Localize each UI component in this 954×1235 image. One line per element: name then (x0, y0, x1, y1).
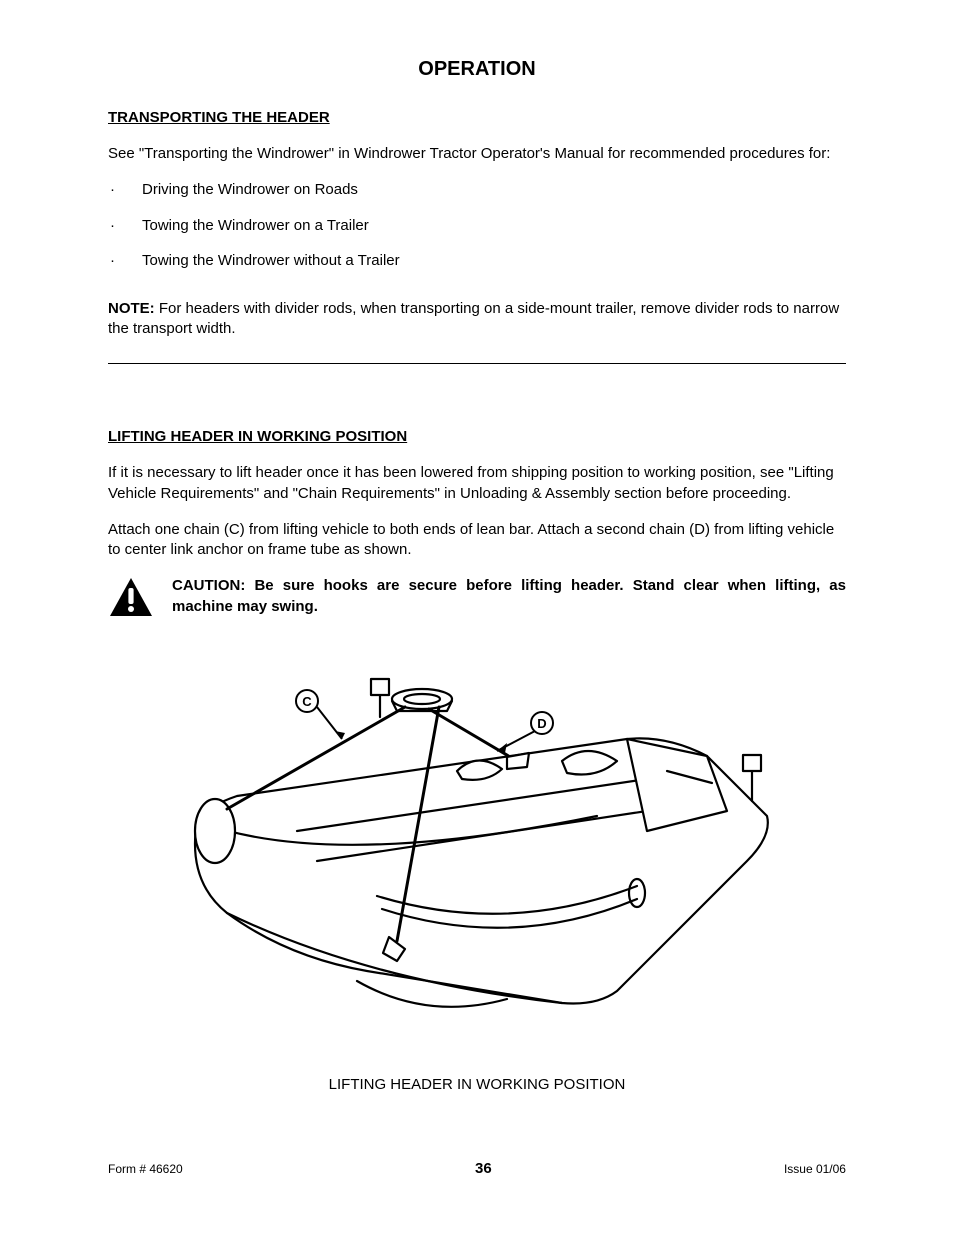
section-lifting-heading: LIFTING HEADER IN WORKING POSITION (108, 428, 846, 445)
footer-issue-date: Issue 01/06 (784, 1162, 846, 1176)
transporting-bullets: Driving the Windrower on Roads Towing th… (108, 180, 846, 271)
figure-caption: LIFTING HEADER IN WORKING POSITION (108, 1076, 846, 1093)
figure-label-d: D (497, 712, 553, 753)
caution-text: CAUTION: Be sure hooks are secure before… (172, 576, 846, 617)
section-divider (108, 363, 846, 364)
svg-text:C: C (302, 694, 312, 709)
footer-page-number: 36 (475, 1160, 492, 1177)
figure-label-c: C (296, 690, 345, 739)
list-item: Towing the Windrower without a Trailer (108, 251, 846, 271)
page-footer: Form # 46620 36 Issue 01/06 (108, 1160, 846, 1177)
list-item: Towing the Windrower on a Trailer (108, 216, 846, 236)
lifting-para1: If it is necessary to lift header once i… (108, 463, 846, 504)
page-title: OPERATION (108, 58, 846, 81)
section-transporting-heading: TRANSPORTING THE HEADER (108, 109, 846, 126)
caution-block: CAUTION: Be sure hooks are secure before… (108, 576, 846, 623)
transporting-intro: See "Transporting the Windrower" in Wind… (108, 144, 846, 164)
note-label: NOTE: (108, 300, 155, 317)
footer-form-number: Form # 46620 (108, 1162, 183, 1176)
warning-triangle-icon (108, 576, 154, 623)
transporting-note: NOTE: For headers with divider rods, whe… (108, 299, 846, 340)
note-text: For headers with divider rods, when tran… (108, 300, 839, 337)
lifting-para2: Attach one chain (C) from lifting vehicl… (108, 520, 846, 561)
svg-text:D: D (537, 716, 546, 731)
list-item: Driving the Windrower on Roads (108, 180, 846, 200)
lifting-figure: C D LIFTING HEADER IN WORKING POSITION (108, 661, 846, 1093)
